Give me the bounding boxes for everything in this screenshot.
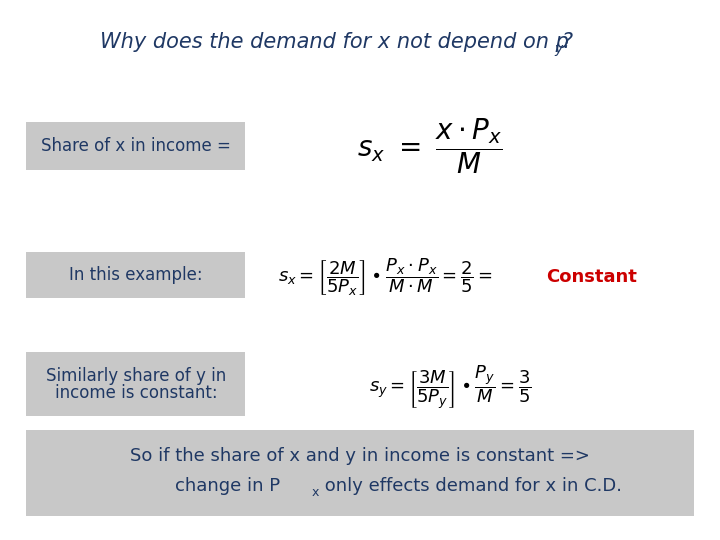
Text: income is constant:: income is constant:	[55, 384, 217, 402]
FancyBboxPatch shape	[26, 122, 245, 170]
Text: y: y	[554, 42, 562, 56]
FancyBboxPatch shape	[26, 430, 694, 516]
Text: $s_y = \left[\dfrac{3M}{5P_y}\right] \bullet \dfrac{P_y}{M} = \dfrac{3}{5}$: $s_y = \left[\dfrac{3M}{5P_y}\right] \bu…	[369, 363, 531, 411]
Text: Why does the demand for x not depend on p: Why does the demand for x not depend on …	[100, 32, 569, 52]
FancyBboxPatch shape	[26, 252, 245, 298]
Text: change in P: change in P	[175, 477, 280, 495]
Text: $s_x\ =\ \dfrac{x \cdot P_x}{M}$: $s_x\ =\ \dfrac{x \cdot P_x}{M}$	[357, 116, 503, 176]
FancyBboxPatch shape	[26, 352, 245, 416]
Text: So if the share of x and y in income is constant =>: So if the share of x and y in income is …	[130, 447, 590, 465]
Text: Constant: Constant	[546, 268, 637, 286]
Text: x: x	[312, 485, 320, 498]
Text: Share of x in income =: Share of x in income =	[41, 137, 231, 155]
Text: $s_x = \left[\dfrac{2M}{5P_x}\right] \bullet \dfrac{P_x \cdot P_x}{M \cdot M} = : $s_x = \left[\dfrac{2M}{5P_x}\right] \bu…	[278, 256, 492, 298]
Text: Similarly share of y in: Similarly share of y in	[46, 367, 226, 385]
Text: In this example:: In this example:	[69, 266, 203, 284]
Text: only effects demand for x in C.D.: only effects demand for x in C.D.	[319, 477, 622, 495]
Text: ?: ?	[561, 32, 572, 52]
